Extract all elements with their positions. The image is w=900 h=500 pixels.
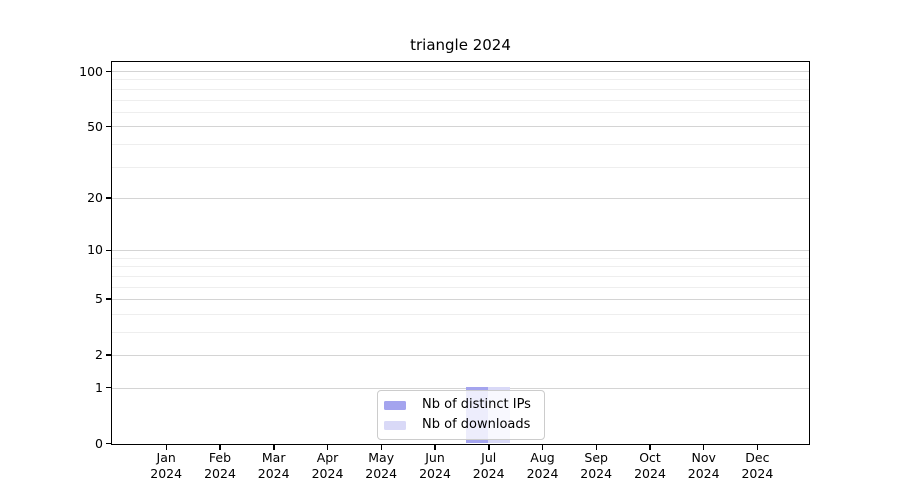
y-tick-mark bbox=[105, 197, 112, 199]
x-tick-label: Oct 2024 bbox=[634, 450, 666, 481]
gridline-major bbox=[112, 355, 809, 357]
y-tick-label: 1 bbox=[95, 379, 103, 395]
gridline-minor bbox=[112, 266, 809, 268]
x-tick-label: Jul 2024 bbox=[472, 450, 505, 481]
y-tick-mark bbox=[105, 70, 112, 73]
y-tick-mark bbox=[105, 442, 112, 445]
gridline-minor bbox=[112, 257, 809, 259]
gridline-minor bbox=[112, 331, 809, 333]
x-tick-mark bbox=[541, 444, 544, 450]
y-tick-label: 5 bbox=[95, 291, 103, 307]
x-tick-label: Sep 2024 bbox=[580, 450, 613, 481]
x-tick-label: Nov 2024 bbox=[687, 450, 720, 481]
x-tick-mark bbox=[165, 444, 167, 450]
y-tick-mark bbox=[105, 249, 112, 251]
legend-swatch bbox=[384, 420, 406, 430]
x-tick-mark bbox=[488, 444, 490, 450]
legend-entry: Nb of downloads bbox=[384, 415, 531, 435]
legend-label: Nb of downloads bbox=[422, 417, 531, 432]
y-tick-label: 2 bbox=[95, 347, 103, 362]
x-tick-label: Mar 2024 bbox=[257, 450, 290, 481]
gridline-minor bbox=[112, 88, 809, 90]
x-tick-label: Jun 2024 bbox=[419, 450, 451, 481]
gridline-major bbox=[112, 126, 809, 128]
gridline-major bbox=[112, 71, 809, 73]
gridline-major bbox=[112, 299, 809, 301]
plot-area bbox=[111, 61, 810, 445]
x-tick-mark bbox=[273, 444, 275, 450]
gridline-major bbox=[112, 197, 809, 199]
gridline-minor bbox=[112, 286, 809, 288]
x-tick-label: Jan 2024 bbox=[150, 450, 183, 481]
legend-label: Nb of distinct IPs bbox=[422, 397, 531, 412]
gridline-major bbox=[112, 387, 809, 389]
x-tick-mark bbox=[756, 444, 759, 450]
x-tick-mark bbox=[649, 444, 651, 450]
x-tick-mark bbox=[380, 444, 382, 450]
x-tick-mark bbox=[219, 444, 221, 450]
gridline-minor bbox=[112, 143, 809, 145]
chart-legend: Nb of distinct IPs Nb of downloads bbox=[377, 390, 545, 440]
gridline-minor bbox=[112, 166, 809, 168]
x-tick-mark bbox=[595, 444, 597, 450]
gridline-minor bbox=[112, 275, 809, 277]
y-tick-mark bbox=[105, 125, 112, 128]
x-tick-label: Dec 2024 bbox=[741, 450, 774, 481]
y-tick-label: 50 bbox=[87, 118, 103, 134]
y-tick-mark bbox=[105, 354, 112, 356]
y-tick-mark bbox=[105, 386, 112, 389]
gridline-minor bbox=[112, 313, 809, 315]
chart-title: triangle 2024 bbox=[410, 36, 511, 54]
y-tick-mark bbox=[105, 298, 112, 300]
y-tick-label: 20 bbox=[87, 190, 103, 206]
x-tick-label: Feb 2024 bbox=[204, 450, 236, 481]
x-tick-label: Aug 2024 bbox=[526, 450, 559, 481]
y-tick-label: 0 bbox=[95, 435, 103, 451]
gridline-minor bbox=[112, 99, 809, 101]
x-tick-mark bbox=[434, 444, 436, 450]
x-tick-label: Apr 2024 bbox=[311, 450, 344, 481]
gridline-major bbox=[112, 250, 809, 252]
gridline-minor bbox=[112, 79, 809, 81]
x-tick-mark bbox=[326, 444, 329, 450]
legend-entry: Nb of distinct IPs bbox=[384, 395, 531, 415]
x-tick-label: May 2024 bbox=[365, 450, 398, 481]
legend-swatch bbox=[384, 400, 406, 410]
y-tick-label: 10 bbox=[87, 242, 103, 258]
y-tick-label: 100 bbox=[79, 63, 103, 79]
x-tick-mark bbox=[702, 444, 705, 450]
gridline-minor bbox=[112, 111, 809, 113]
